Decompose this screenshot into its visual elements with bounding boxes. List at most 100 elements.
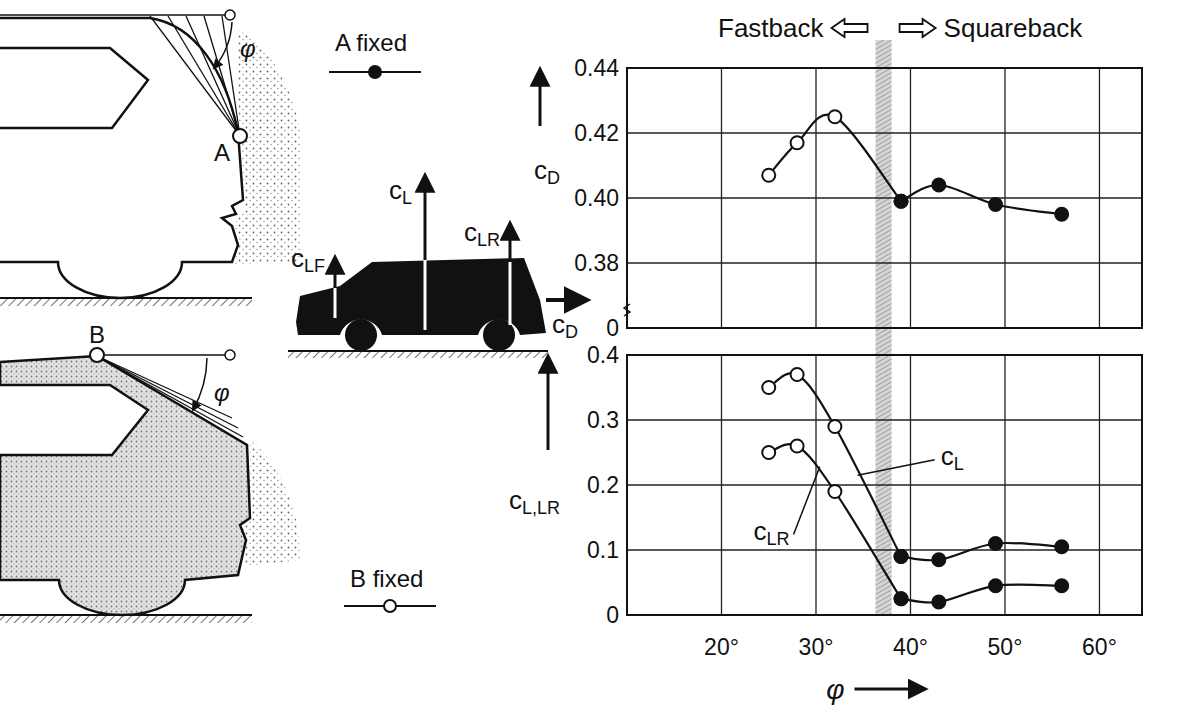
reference-point xyxy=(225,350,235,360)
slope-line xyxy=(150,16,240,136)
grid-line xyxy=(627,132,1142,133)
force-arrow xyxy=(334,288,337,318)
legend-marker xyxy=(369,66,381,78)
marker xyxy=(989,537,1002,550)
axis-arrow xyxy=(855,688,925,691)
y-tick-label: 0.38 xyxy=(574,250,619,276)
subscript: LR xyxy=(767,529,790,549)
ground-hatch xyxy=(288,351,548,358)
series-line xyxy=(901,185,1062,214)
x-tick-label: 60° xyxy=(1082,634,1117,660)
region-label: Fastback xyxy=(718,13,824,43)
ground xyxy=(288,350,548,352)
main-letter: c xyxy=(291,243,304,273)
force-arrow xyxy=(546,298,586,302)
region-label: Squareback xyxy=(944,13,1084,43)
force-label: cD xyxy=(552,309,578,342)
grid-line xyxy=(627,262,1142,263)
window xyxy=(0,385,148,455)
force-arrow xyxy=(509,262,512,325)
slope-line xyxy=(97,356,243,437)
x-tick-label: 20° xyxy=(704,634,739,660)
force-diagram: cLcLFcLRcD xyxy=(288,175,586,358)
ground xyxy=(0,297,252,299)
subscript: LR xyxy=(477,230,500,250)
force-label: cLR xyxy=(464,217,500,250)
marker xyxy=(791,440,804,453)
y-tick-label: 0.44 xyxy=(574,55,619,81)
grid-line xyxy=(627,419,1142,420)
marker xyxy=(762,446,775,459)
y-tick-label: 0.42 xyxy=(574,120,619,146)
axis-arrow xyxy=(547,357,550,450)
marker xyxy=(1055,579,1068,592)
marker xyxy=(895,550,908,563)
y-tick-label: 0 xyxy=(606,602,619,628)
marker xyxy=(932,553,945,566)
car-silhouette xyxy=(296,258,546,335)
angle-arc xyxy=(193,358,207,410)
slope-line xyxy=(168,16,240,136)
wake-stipple xyxy=(233,30,300,264)
subscript: L,LR xyxy=(522,498,560,518)
wheel xyxy=(345,319,377,351)
point-label: A xyxy=(214,139,230,166)
marker xyxy=(762,169,775,182)
reference-line xyxy=(0,14,230,16)
y-tick-label: 0.3 xyxy=(587,407,619,433)
main-letter: c xyxy=(509,485,522,515)
angle-label: φ xyxy=(240,35,256,62)
force-label: cLF xyxy=(291,243,325,276)
series-line xyxy=(769,444,901,599)
region-arrow xyxy=(900,19,936,37)
main-letter: c xyxy=(534,155,547,185)
marker xyxy=(1055,208,1068,221)
y-axis-title: cD xyxy=(534,155,560,188)
marker xyxy=(895,195,908,208)
force-arrow xyxy=(424,260,427,330)
ground-hatch xyxy=(0,298,252,306)
main-letter: c xyxy=(941,441,954,471)
marker xyxy=(828,485,841,498)
series-label: cLR xyxy=(754,516,790,549)
legend-label: A fixed xyxy=(335,29,407,56)
chart-0: 0.380.400.420.440cD xyxy=(534,55,1142,341)
subscript: L xyxy=(954,454,964,474)
subscript: D xyxy=(565,322,578,342)
point-label: B xyxy=(89,321,105,348)
marker xyxy=(895,195,908,208)
y-tick-label: 0.2 xyxy=(587,472,619,498)
force-label: cL xyxy=(389,175,412,208)
y-tick-label: 0.4 xyxy=(587,342,619,368)
grid-line xyxy=(627,197,1142,198)
marker xyxy=(932,596,945,609)
legend-label: B fixed xyxy=(350,565,423,592)
slope-line xyxy=(186,16,240,136)
subscript: LF xyxy=(304,256,325,276)
series-line xyxy=(901,543,1062,560)
sketch-b: Bφ xyxy=(0,321,300,624)
figure: AφBφcLcLFcLRcDFastbackSquareback0.380.40… xyxy=(0,0,1184,711)
marker xyxy=(791,368,804,381)
car-outline xyxy=(0,356,250,615)
data-group xyxy=(762,110,1068,221)
angle-arc xyxy=(214,22,232,68)
plot-frame xyxy=(627,68,1142,328)
marker xyxy=(762,381,775,394)
window xyxy=(0,48,148,128)
reference-line xyxy=(97,354,230,356)
hinge-point xyxy=(233,129,247,143)
grid-line xyxy=(627,484,1142,485)
x-axis-title: φ xyxy=(826,674,844,705)
region-arrow xyxy=(832,19,868,37)
force-arrow xyxy=(509,224,512,262)
reference-point xyxy=(225,10,235,20)
main-letter: c xyxy=(552,309,565,339)
marker xyxy=(932,179,945,192)
plot-frame xyxy=(627,355,1142,615)
y-tick-label: 0.40 xyxy=(574,185,619,211)
angle-label: φ xyxy=(214,379,230,406)
legend-marker xyxy=(384,600,396,612)
x-tick-label: 50° xyxy=(988,634,1023,660)
main-letter: c xyxy=(389,175,402,205)
